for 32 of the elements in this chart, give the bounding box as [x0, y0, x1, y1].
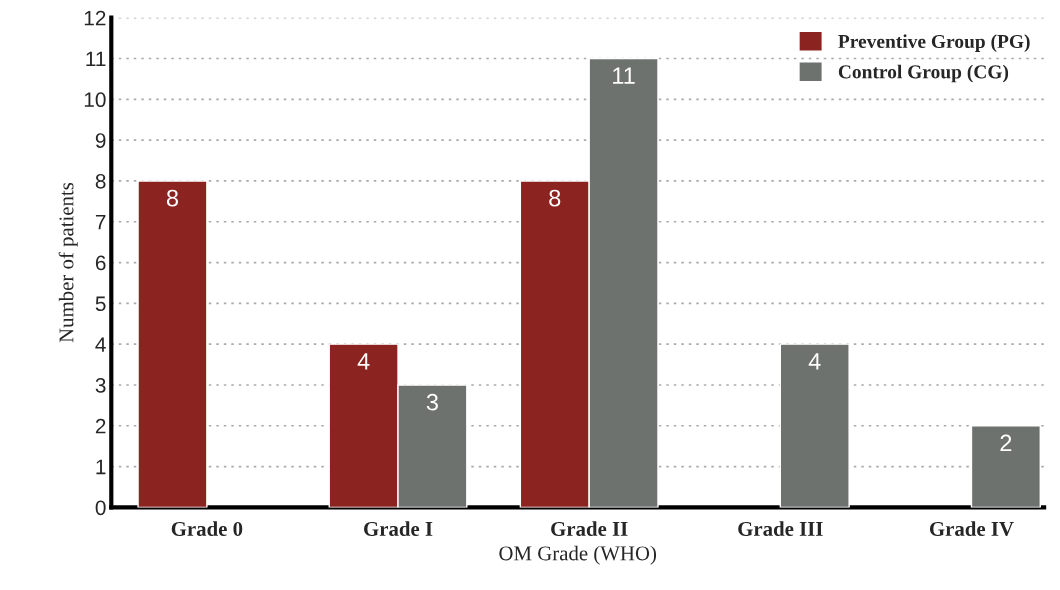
y-tick-label: 10 — [84, 92, 106, 108]
y-tick-label: 0 — [95, 500, 106, 516]
data-label: 4 — [357, 353, 370, 370]
data-label: 3 — [426, 393, 438, 411]
y-tick-label: 6 — [95, 255, 106, 271]
y-axis-title: Number of patients — [58, 182, 78, 343]
legend-label: Control Group (CG) — [838, 64, 1009, 83]
y-tick-label: 4 — [95, 337, 106, 352]
x-axis-title: OM Grade (WHO) — [499, 545, 657, 565]
data-label: 8 — [549, 189, 561, 207]
bar — [137, 180, 208, 508]
y-tick-label: 5 — [95, 296, 106, 312]
data-label: 4 — [808, 353, 821, 370]
bar — [970, 425, 1041, 508]
y-tick-label: 2 — [95, 418, 106, 434]
x-tick-label: Grade 0 — [171, 521, 243, 536]
y-tick-label: 11 — [86, 51, 106, 67]
data-label: 11 — [613, 67, 635, 84]
bar — [779, 343, 850, 508]
y-tick-label: 9 — [95, 133, 106, 148]
x-tick-label: Grade IV — [929, 521, 1014, 537]
y-tick-label: 8 — [95, 173, 106, 189]
y-tick-label: 1 — [96, 459, 106, 475]
y-tick-label: 3 — [95, 377, 106, 393]
data-label: 2 — [1000, 434, 1012, 452]
data-label: 8 — [166, 189, 179, 207]
legend-label: Preventive Group (PG) — [838, 34, 1030, 52]
x-tick-label: Grade I — [364, 521, 433, 536]
x-tick-label: Grade III — [738, 521, 823, 536]
y-tick-label: 7 — [95, 214, 106, 230]
y-tick-label: 12 — [84, 10, 106, 26]
x-tick-label: Grade II — [551, 521, 628, 536]
